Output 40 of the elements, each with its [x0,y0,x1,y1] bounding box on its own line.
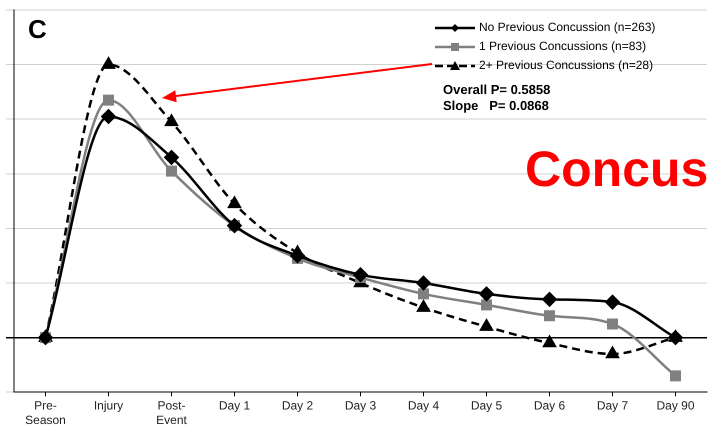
x-tick-label: Day 6 [534,398,566,413]
annotation: Concus [525,140,708,198]
annotation: Overall P= 0.5858 [443,82,550,97]
point [416,276,431,290]
x-tick-label: Pre-Season [25,398,66,428]
point [480,319,493,331]
x-tick-label: Day 1 [218,398,250,413]
point [353,268,368,282]
point [102,57,115,69]
point [544,310,555,322]
point [605,294,620,310]
x-tick-label: Day 5 [470,398,502,413]
point [166,166,177,177]
x-tick-label: Day 90 [656,398,695,413]
legend-label: 2+ Previous Concussions (n=28) [479,57,654,74]
point [164,150,179,165]
text: C [28,14,47,45]
point [103,94,114,106]
point [417,300,430,312]
x-tick-label: Day 7 [596,398,628,413]
point [542,292,557,307]
x-tick-label: Day 3 [344,398,376,413]
point [479,286,494,302]
point [670,370,681,382]
point [101,109,116,124]
point [668,330,683,345]
point [606,346,619,358]
legend-label: No Previous Concussion (n=263) [479,19,656,36]
x-tick-label: Day 4 [408,398,440,413]
point [607,318,618,330]
point [418,288,429,300]
point [481,299,492,310]
point [228,196,241,208]
x-tick-label: Injury [94,398,124,413]
point [543,336,556,348]
legend-label: 1 Previous Concussions (n=83) [479,38,646,55]
annotation: Slope P= 0.0868 [443,98,549,113]
x-tick-label: Day 2 [282,398,314,413]
x-tick-label: Post-Event [156,398,188,428]
point [165,114,178,126]
